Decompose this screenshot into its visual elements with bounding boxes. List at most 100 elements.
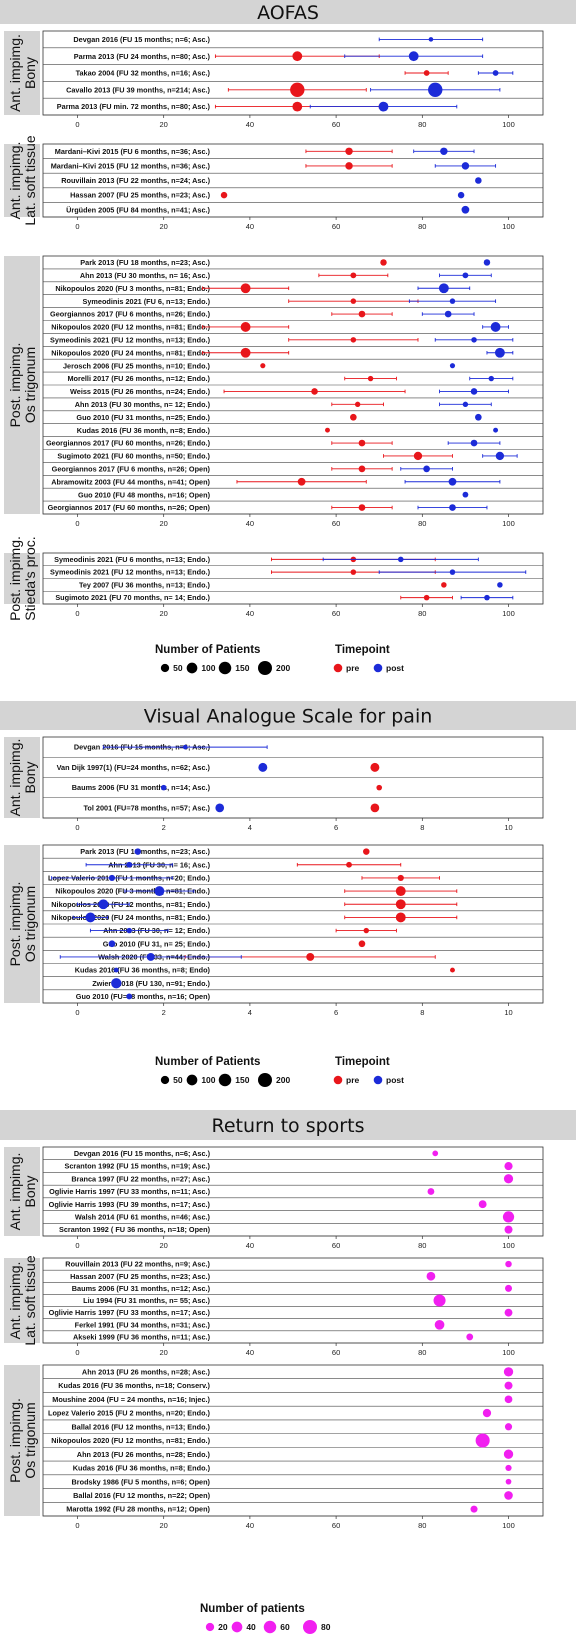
row-label: Park 2013 (FU 18 months, n=23; Asc.) — [80, 258, 210, 267]
data-point-post — [470, 439, 478, 447]
x-tick-label: 40 — [246, 1348, 254, 1357]
x-tick-label: 40 — [246, 519, 254, 528]
row-label: Nikopoulos 2020 (FU 3 months, n=81; Endo… — [55, 284, 210, 293]
chart-title: AOFAS — [257, 2, 319, 24]
x-tick-label: 100 — [502, 609, 515, 618]
row-label: Symeodinis 2021 (FU 6, n=13; Endo.) — [82, 297, 210, 306]
data-point-post — [461, 205, 470, 214]
row-label: Ahn 2013 (FU 26 months, n=28; Endo.) — [77, 1450, 211, 1459]
data-point — [502, 1211, 515, 1223]
data-point-pre — [297, 477, 306, 486]
size-legend-label: 100 — [201, 663, 215, 673]
data-point-post — [462, 491, 469, 498]
row-label: Liu 1994 (FU 31 months, n= 55; Asc.) — [83, 1296, 210, 1305]
color-legend-swatch — [333, 663, 343, 673]
data-point — [503, 1449, 514, 1459]
strip-line: Post. impimg. — [7, 343, 23, 428]
data-point-post — [440, 147, 448, 156]
data-point-post — [113, 967, 119, 973]
panel-strip — [4, 31, 40, 115]
row-label: Guo 2010 (FU 31 months, n=25; Endo.) — [76, 413, 210, 422]
row-label: Park 2013 (FU 18 months, n=23; Asc.) — [80, 847, 210, 856]
size-legend-title: Number of Patients — [155, 644, 260, 656]
x-tick-label: 8 — [420, 1008, 424, 1017]
x-tick-label: 100 — [502, 120, 515, 129]
color-legend-swatch — [373, 663, 383, 673]
data-point-post — [492, 70, 499, 76]
x-tick-label: 60 — [332, 1521, 340, 1530]
data-point-post — [475, 413, 482, 421]
data-point-post — [423, 465, 430, 473]
row-label: Ahn 2013 (FU 30 months, n= 12; Endo.) — [75, 400, 211, 409]
row-label: Parma 2013 (FU 24 months, n=80; Asc.) — [74, 52, 211, 61]
data-point-pre — [358, 940, 366, 948]
strip-line: Os trigonum — [22, 347, 38, 423]
data-point-post — [462, 401, 469, 408]
row-label: Oglivie Harris 1993 (FU 39 months, n=17;… — [49, 1200, 211, 1209]
row-label: Symeodinis 2021 (FU 12 months, n=13; End… — [50, 335, 211, 344]
x-tick-label: 10 — [504, 1008, 512, 1017]
size-legend-title: Number of patients — [200, 1603, 305, 1615]
data-point-post — [484, 594, 490, 601]
data-point — [427, 1188, 435, 1195]
row-label: Tey 2007 (FU 36 months, n=13; Endo.) — [79, 580, 211, 589]
legend: Number of Patients 50 100 150 200 Timepoint pr… — [155, 1056, 404, 1087]
row-label: Ballal 2016 (FU 12 months, n=13; Endo.) — [72, 1422, 211, 1431]
panel-strip — [4, 1365, 40, 1516]
x-tick-label: 20 — [160, 609, 168, 618]
size-legend-swatch — [303, 1620, 317, 1634]
data-point-post — [428, 37, 434, 42]
chart-title-banner — [0, 1110, 576, 1140]
color-legend-swatch — [333, 1075, 343, 1085]
data-point-post — [461, 162, 470, 170]
size-legend-swatch — [205, 1622, 215, 1632]
data-point-post — [398, 556, 404, 563]
row-label: Kudas 2016 (FU 36 month, n=8; Endo.) — [77, 426, 211, 435]
panel-strip-label: Ant. impimg.Bony — [7, 1153, 38, 1231]
size-legend-label: 40 — [246, 1622, 256, 1632]
data-point-pre — [350, 337, 357, 343]
strip-line: Ant. impimg. — [7, 142, 23, 220]
data-point-pre — [363, 848, 370, 855]
x-tick-label: 80 — [418, 609, 426, 618]
data-point-post — [108, 874, 116, 882]
x-tick-label: 0 — [75, 823, 79, 832]
x-tick-label: 0 — [75, 609, 79, 618]
panel-strip-label: Ant. impimg.Bony — [7, 739, 38, 817]
x-tick-label: 6 — [334, 823, 338, 832]
row-label: Walsh 2014 (FU 61 months, n=46; Asc.) — [75, 1213, 211, 1222]
row-label: Nikopoulos 2020 (FU 12 months, n=81; End… — [51, 323, 210, 332]
x-tick-label: 20 — [160, 120, 168, 129]
data-point-pre — [350, 413, 357, 421]
data-point-pre — [292, 51, 303, 62]
x-tick-label: 40 — [246, 1521, 254, 1530]
data-point-post — [98, 899, 109, 910]
data-point — [466, 1333, 474, 1341]
data-point-post — [494, 347, 505, 358]
data-point-post — [108, 940, 116, 948]
strip-line: Post. impimg. — [7, 536, 23, 621]
chart-title-banner — [0, 701, 576, 730]
strip-line: Post. impimg. — [7, 882, 23, 967]
data-point-pre — [260, 363, 266, 369]
size-legend-label: 200 — [276, 663, 290, 673]
x-tick-label: 80 — [418, 1348, 426, 1357]
data-point-post — [408, 51, 419, 62]
row-label: Guo 2010 (FU 31, n= 25; Endo.) — [103, 939, 211, 948]
data-point — [504, 1491, 513, 1500]
data-point-post — [449, 504, 456, 511]
size-legend-label: 200 — [276, 1075, 290, 1085]
row-label: Kudas 2016 (FU 36 months, n=18; Conserv.… — [58, 1381, 210, 1390]
x-tick-label: 0 — [75, 1241, 79, 1250]
x-tick-label: 40 — [246, 222, 254, 231]
data-point-post — [378, 101, 389, 112]
size-legend-swatch — [218, 661, 232, 675]
data-point-pre — [345, 162, 353, 170]
data-point-pre — [306, 952, 315, 961]
panel-frame — [42, 1257, 544, 1344]
data-point-pre — [350, 569, 357, 575]
data-point-pre — [395, 899, 406, 910]
strip-line: Bony — [22, 1176, 38, 1208]
x-tick-label: 0 — [75, 222, 79, 231]
